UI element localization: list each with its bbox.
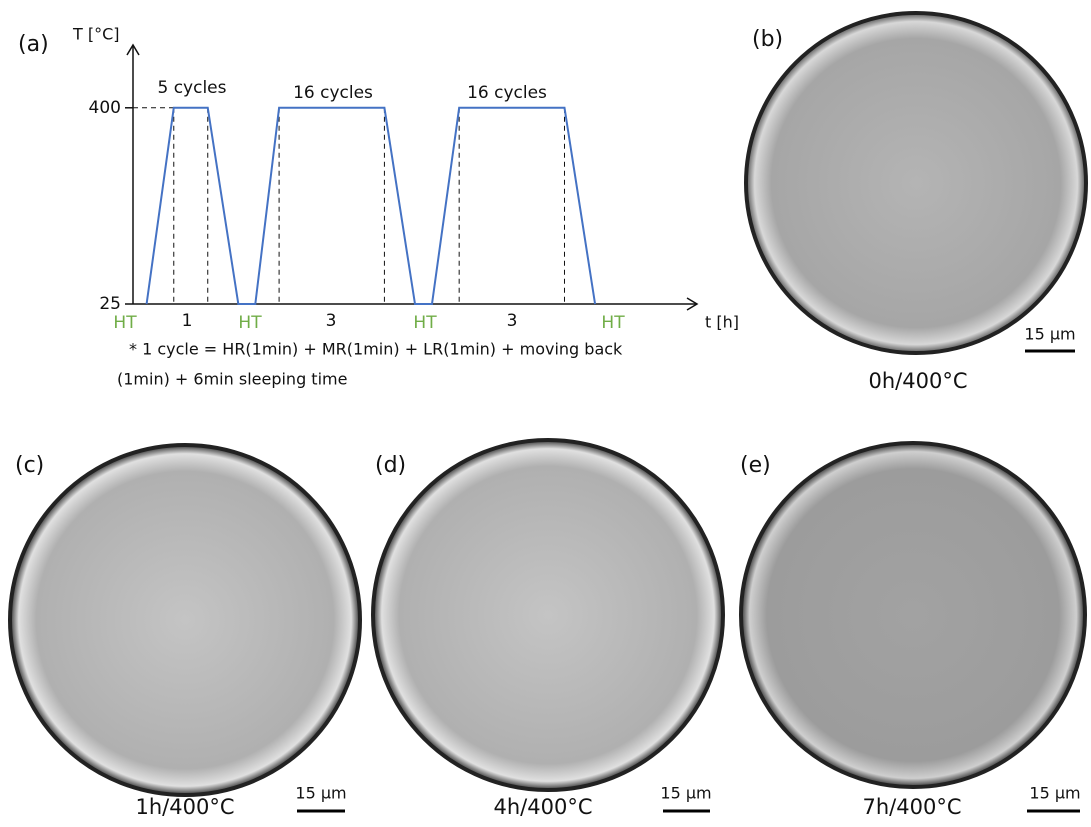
scale-bar-label: 15 µm xyxy=(660,784,711,803)
scale-bar-label: 15 µm xyxy=(295,784,346,803)
y-axis-label: T [°C] xyxy=(72,25,120,44)
panel-label: (b) xyxy=(752,27,783,52)
duration-label: 3 xyxy=(507,311,518,331)
panel-label: (a) xyxy=(18,32,49,57)
panel-label: (d) xyxy=(375,453,406,478)
scale-bar-label: 15 µm xyxy=(1024,325,1075,344)
ht-label: HT xyxy=(413,313,437,333)
ht-label: HT xyxy=(601,313,625,333)
y-tick-label: 400 xyxy=(89,98,121,118)
image-d xyxy=(371,438,725,792)
scale-bar-label: 15 µm xyxy=(1029,784,1080,803)
x-arrow xyxy=(686,297,699,311)
ht-label: HT xyxy=(238,313,262,333)
image-e xyxy=(739,441,1087,789)
image-b xyxy=(744,11,1088,355)
image-caption: 1h/400°C xyxy=(136,795,235,819)
note-line: * 1 cycle = HR(1min) + MR(1min) + LR(1mi… xyxy=(129,340,623,359)
cycle-label: 5 cycles xyxy=(157,78,226,98)
note-line: (1min) + 6min sleeping time xyxy=(117,370,347,389)
cycle-label: 16 cycles xyxy=(293,83,373,103)
duration-label: 3 xyxy=(326,311,337,331)
microscope-images xyxy=(8,11,1088,797)
image-caption: 4h/400°C xyxy=(494,795,593,819)
image-caption: 7h/400°C xyxy=(863,795,962,819)
image-c xyxy=(8,443,362,797)
image-caption: 0h/400°C xyxy=(869,369,968,393)
x-axis-label: t [h] xyxy=(705,313,739,332)
y-arrow xyxy=(126,43,140,56)
duration-label: 1 xyxy=(182,311,193,331)
panel-label: (c) xyxy=(15,453,44,478)
panel-label: (e) xyxy=(740,453,771,478)
temperature-line xyxy=(145,106,597,305)
y-tick-label: 25 xyxy=(99,294,121,314)
cycle-label: 16 cycles xyxy=(467,83,547,103)
ht-label: HT xyxy=(113,313,137,333)
